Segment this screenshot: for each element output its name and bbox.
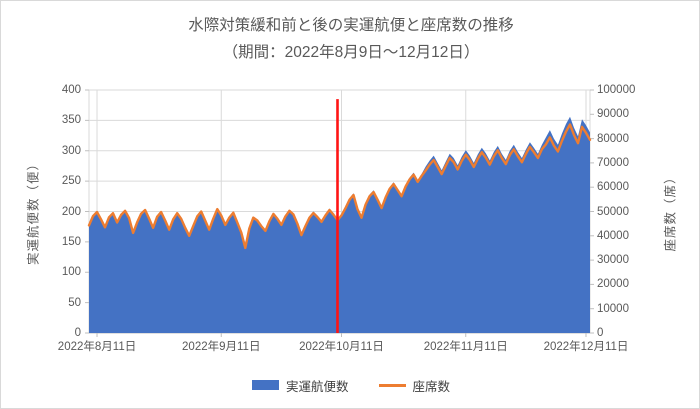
area-series-flights (89, 116, 590, 333)
legend-item-flights: 実運航便数 (251, 376, 349, 395)
right-axis-tick-label: 80000 (597, 132, 629, 145)
left-axis-tick-label: 150 (61, 235, 81, 248)
x-axis-tick-label: 2022年12月11日 (543, 341, 629, 353)
x-axis-tick-label: 2022年9月11日 (182, 341, 261, 353)
right-axis-tick-label: 70000 (597, 156, 629, 169)
right-axis-tick-label: 20000 (597, 278, 629, 291)
x-axis-tick-label: 2022年11月11日 (423, 341, 508, 353)
right-axis-tick-label: 100000 (597, 84, 636, 96)
right-axis-tick-label: 60000 (597, 181, 629, 194)
x-axis-tick-label: 2022年8月11日 (57, 341, 137, 353)
right-axis-tick-label: 0 (597, 327, 604, 339)
right-axis-tick-label: 40000 (597, 229, 629, 242)
left-axis-tick-label: 400 (61, 84, 81, 96)
right-axis-tick-label: 50000 (597, 205, 629, 218)
legend-item-seats: 座席数 (378, 376, 451, 395)
legend-swatch-seats-line (378, 383, 406, 387)
right-axis-tick-label: 10000 (597, 302, 629, 315)
right-axis-tick-label: 90000 (597, 108, 629, 121)
chart-title: 水際対策緩和前と後の実運航便と座席数の推移 (188, 17, 514, 34)
left-axis-tick-label: 50 (68, 296, 81, 309)
legend-label-flights: 実運航便数 (285, 379, 349, 394)
left-axis-tick-label: 200 (61, 205, 81, 218)
left-axis-tick-label: 100 (61, 266, 81, 279)
line-series-seats (87, 123, 592, 250)
right-axis-tick-label: 30000 (597, 254, 629, 267)
left-axis-tick-label: 350 (61, 114, 81, 127)
right-axis-title: 座席数（席） (663, 170, 678, 252)
left-axis-tick-label: 0 (74, 327, 81, 339)
legend: 実運航便数 座席数 (1, 373, 699, 397)
left-axis-tick-label: 250 (61, 175, 81, 188)
left-axis-tick-label: 300 (61, 144, 81, 157)
x-axis-tick-label: 2022年10月11日 (299, 341, 384, 353)
chart-subtitle: （期間：2022年8月9日～12月12日） (222, 44, 480, 61)
legend-swatch-flights-area (251, 380, 279, 390)
legend-label-seats: 座席数 (412, 379, 451, 394)
